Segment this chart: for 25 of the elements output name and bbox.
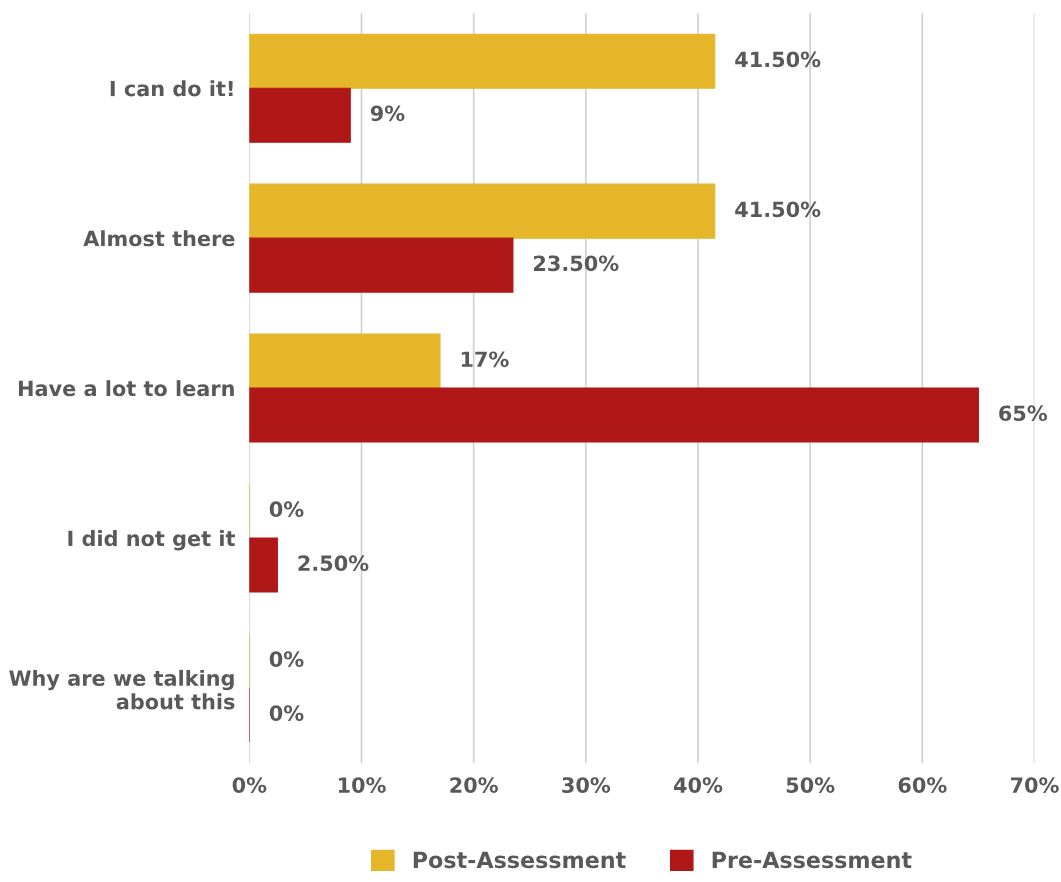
data-label: 0% (269, 501, 304, 518)
data-label: 2.50% (298, 555, 369, 572)
legend-label: Pre-Assessment (712, 851, 912, 869)
data-label: 0% (269, 651, 304, 668)
y-tick-label: Almost there (83, 230, 235, 247)
y-tick-label: Have a lot to learn (18, 380, 234, 397)
y-tick-label: Why are we talking about this (9, 669, 235, 710)
legend-label: Post-Assessment (413, 851, 626, 869)
data-label: 17% (461, 351, 509, 368)
x-tick-label: 0% (232, 777, 267, 793)
data-label: 41.50% (735, 51, 821, 68)
data-label: 0% (269, 705, 304, 721)
x-tick-label: 30% (562, 777, 611, 793)
data-label: 23.50% (534, 255, 619, 272)
x-tick-label: 70% (1010, 777, 1059, 793)
y-tick-label: I can do it! (110, 80, 233, 97)
data-label: 65% (999, 405, 1048, 422)
data-label: 9% (370, 105, 405, 122)
x-tick-label: 40% (673, 777, 723, 793)
x-tick-label: 10% (338, 777, 386, 793)
x-tick-label: 60% (898, 777, 947, 793)
x-tick-label: 50% (786, 777, 835, 793)
y-tick-label: I did not get it (68, 530, 235, 551)
x-tick-label: 20% (450, 777, 498, 793)
data-label: 41.50% (735, 201, 821, 218)
